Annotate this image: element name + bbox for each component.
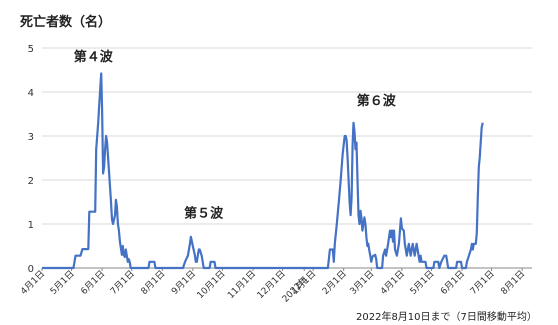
x-tick-label: 2月1日 [320, 268, 349, 297]
x-tick-label: 6月1日 [79, 268, 108, 297]
x-tick-label: 7月1日 [108, 268, 137, 297]
x-tick-label: 9月1日 [169, 268, 198, 297]
y-tick-label: 5 [28, 44, 34, 55]
x-tick-label: 10月1日 [195, 268, 228, 301]
wave-annotation: 第６波 [357, 93, 397, 109]
y-tick-label: 0 [28, 264, 34, 275]
x-tick-label: 5月1日 [48, 268, 77, 297]
y-axis: 0 1 2 3 4 5 [28, 44, 34, 275]
y-tick-label: 3 [28, 132, 34, 143]
series-line [42, 72, 484, 270]
x-axis: 4月1日 5月1日 6月1日 7月1日 8月1日 9月1日10月1日11月1日12月1日2… [19, 268, 528, 305]
plot-area [42, 72, 484, 270]
x-tick-label: 3月1日 [348, 268, 377, 297]
x-tick-label: 1月1日 [290, 268, 319, 297]
chart-title: 死亡者数（名） [20, 14, 111, 30]
chart-footnote: 2022年8月10日まで（7日間移動平均） [356, 310, 537, 323]
y-tick-label: 2 [28, 176, 34, 187]
wave-annotation: 第５波 [184, 205, 224, 221]
x-tick-label: 6月1日 [439, 268, 468, 297]
y-tick-label: 4 [28, 88, 34, 99]
x-tick-label: 5月1日 [408, 268, 437, 297]
x-tick-label: 11月1日 [225, 268, 258, 301]
x-tick-label: 8月1日 [499, 268, 528, 297]
x-tick-label: 4月1日 [378, 268, 407, 297]
x-tick-label: 8月1日 [139, 268, 168, 297]
x-tick-label: 7月1日 [468, 268, 497, 297]
wave-annotation: 第４波 [74, 49, 114, 65]
gridlines [42, 47, 532, 269]
y-tick-label: 1 [28, 220, 34, 231]
